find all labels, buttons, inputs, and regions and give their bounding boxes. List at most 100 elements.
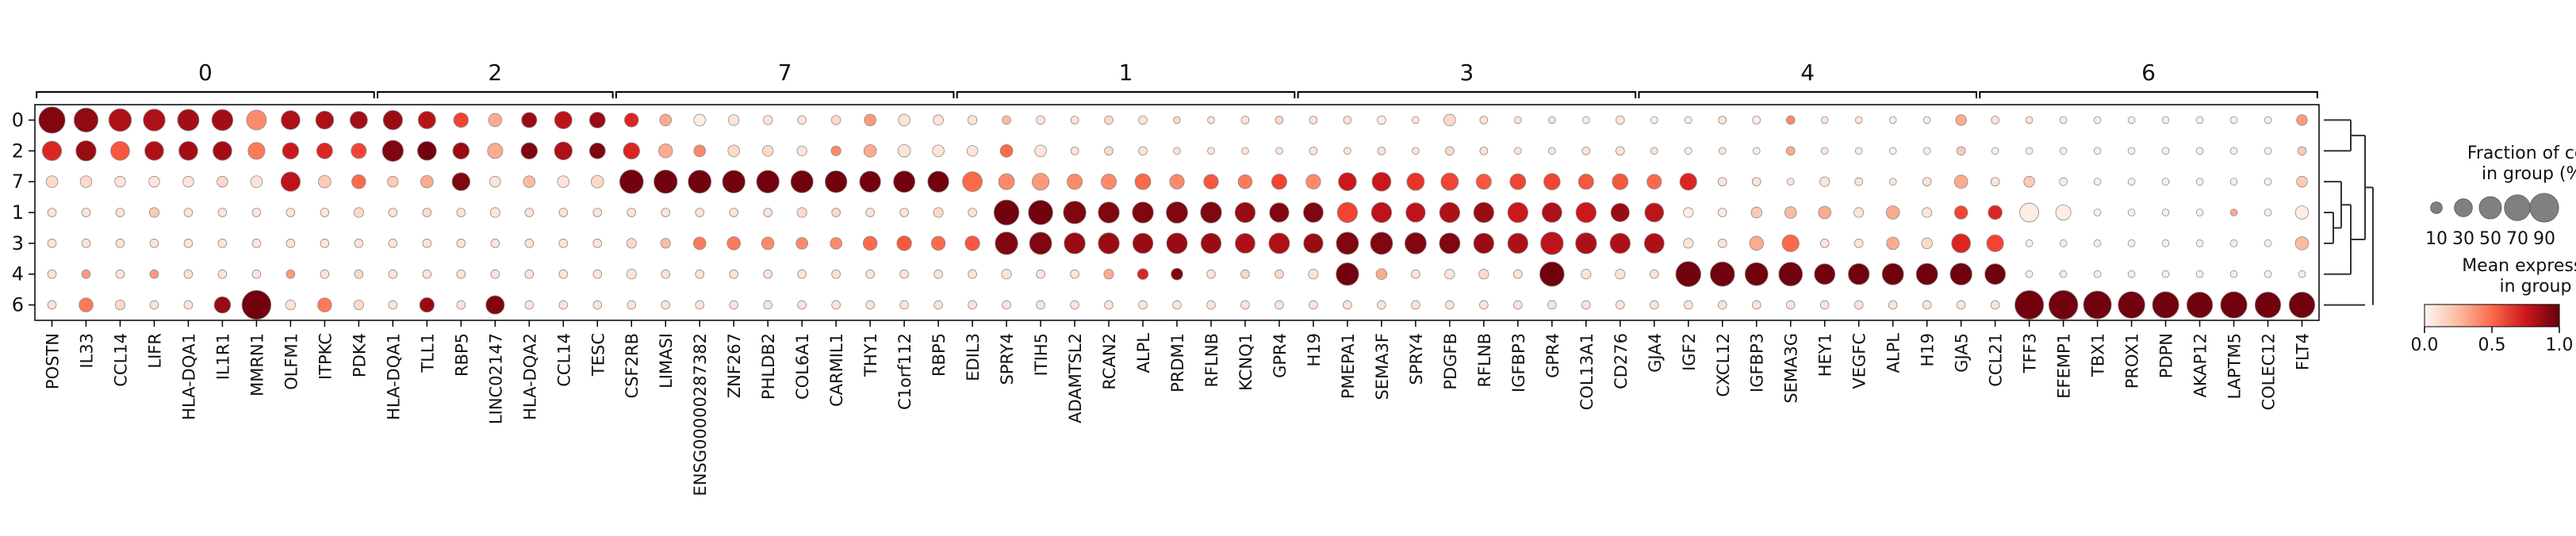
dot-1-FLT4: [2294, 205, 2310, 220]
dot-6-TFF3: [2014, 290, 2045, 320]
dot-4-GJA4: [1649, 269, 1659, 279]
dot-7-THY1: [859, 170, 881, 193]
dot-4-ADAMTSL2: [1070, 269, 1079, 279]
dot-3-PHLDB2: [761, 236, 775, 251]
dot-3-IL1R1: [217, 239, 228, 248]
dot-0-C1orf112: [898, 113, 910, 127]
dot-7-EDIL3: [962, 171, 983, 193]
dot-6-RBP5: [456, 300, 466, 310]
dot-3-PRDM1: [1166, 232, 1188, 255]
dot-1-HLA-DQA1: [388, 208, 398, 217]
dot-6-LIMASI: [661, 300, 671, 310]
gene-label-ADAMTSL2: ADAMTSL2: [1066, 333, 1085, 423]
gene-label-RFLNB: RFLNB: [1475, 333, 1494, 388]
gene-label-MMRN1: MMRN1: [247, 333, 266, 396]
dot-4-COL6A1: [797, 269, 807, 279]
dot-1-COL6A1: [796, 207, 807, 218]
dot-3-RBP5: [456, 239, 466, 248]
dot-7-LIFR: [148, 175, 160, 188]
dot-6-CCL14: [114, 300, 126, 311]
dot-3-LAPTM5: [2229, 239, 2238, 247]
gene-label-GPR4: GPR4: [1543, 333, 1562, 378]
dot-3-SPRY4: [995, 232, 1018, 255]
dot-0-KCNQ1: [1240, 116, 1250, 124]
dot-6-GJA5: [1956, 300, 1966, 310]
dot-6-CARMIL1: [831, 300, 841, 310]
dot-7-GJA5: [1953, 174, 1968, 189]
dot-6-PMEPA1: [1343, 300, 1352, 310]
dot-6-IL1R1: [213, 296, 232, 314]
gene-label-ALPL: ALPL: [1134, 333, 1153, 373]
dot-7-HLA-DQA2: [523, 175, 536, 188]
dot-6-EDIL3: [968, 300, 977, 310]
dot-6-RFLNB: [1479, 300, 1489, 310]
dot-6-GJA4: [1649, 300, 1659, 310]
dot-3-H19: [1303, 233, 1324, 254]
gene-label-SPRY4: SPRY4: [998, 333, 1017, 385]
dot-2-COL6A1: [796, 145, 807, 156]
dot-1-SPRY4: [1405, 202, 1426, 223]
dot-2-ITPKC: [316, 142, 333, 159]
dot-2-GJA4: [1650, 147, 1658, 155]
dot-0-RBP5: [933, 114, 945, 126]
row-label-1: 1: [12, 201, 24, 224]
dot-0-CD276: [1616, 115, 1625, 125]
dot-1-CCL14: [115, 208, 125, 217]
gene-label-TBX1: TBX1: [2089, 333, 2108, 377]
bracket-label-2: 2: [488, 59, 502, 86]
bracket-group-7: [615, 91, 955, 98]
dot-1-OLFM1: [286, 208, 296, 217]
dot-4-ITIH5: [1036, 269, 1045, 279]
dot-0-IL33: [73, 107, 99, 132]
colorbar: [2424, 304, 2560, 327]
dot-1-RFLNB: [1200, 201, 1222, 224]
dot-0-IGF2: [1684, 116, 1692, 124]
dot-0-RCAN2: [1104, 115, 1114, 125]
dot-7-COLEC12: [2264, 178, 2272, 186]
dot-2-THY1: [863, 144, 877, 158]
dot-2-PDGFB: [1445, 146, 1455, 156]
dot-6-ENSG00000287382: [695, 300, 705, 310]
size-legend-dot-50: [2478, 196, 2502, 220]
dot-2-LAPTM5: [2229, 147, 2238, 155]
dot-1-ALPL: [1132, 201, 1154, 224]
dot-1-C1orf112: [899, 208, 909, 217]
dot-3-TLL1: [422, 239, 432, 248]
gene-label-COLEC12: COLEC12: [2260, 333, 2279, 411]
size-legend-dot-30: [2454, 198, 2473, 217]
dot-6-KCNQ1: [1240, 300, 1250, 310]
dot-4-OLFM1: [286, 269, 296, 279]
dot-0-GJA5: [1955, 114, 1967, 126]
dot-7-CCL14: [557, 175, 570, 188]
dot-2-ADAMTSL2: [1070, 146, 1079, 155]
colorbar-tick-label-1.0: 1.0: [2546, 335, 2574, 355]
gene-label-CCL21: CCL21: [1987, 333, 2006, 387]
dot-3-KCNQ1: [1235, 232, 1255, 254]
dot-0-ZNF267: [727, 114, 740, 126]
dot-3-TFF3: [2025, 239, 2034, 247]
dot-4-GPR4: [1275, 269, 1284, 279]
dot-2-SEMA3F: [1377, 146, 1386, 155]
gene-label-CD276: CD276: [1612, 333, 1631, 389]
dot-7-GPR4: [1543, 173, 1561, 190]
dot-3-ENSG00000287382: [692, 236, 707, 251]
dot-6-HEY1: [1819, 300, 1830, 310]
dot-2-IGF2: [1684, 147, 1692, 155]
dot-2-AKAP12: [2195, 147, 2204, 155]
dot-7-CD276: [1612, 173, 1629, 190]
bracket-label-4: 4: [1800, 59, 1815, 86]
dot-7-TFF3: [2023, 175, 2035, 188]
dot-0-HLA-DQA1: [177, 109, 200, 132]
gene-label-HLA-DQA1: HLA-DQA1: [384, 333, 403, 420]
dot-3-ITPKC: [320, 239, 330, 248]
dot-4-ZNF267: [729, 269, 738, 279]
dot-6-FLT4: [2288, 291, 2316, 319]
dot-1-COL13A1: [1575, 201, 1597, 224]
dot-4-PMEPA1: [1336, 262, 1359, 286]
dot-7-COL6A1: [790, 170, 814, 193]
dot-0-EDIL3: [967, 115, 978, 125]
dot-1-PDGFB: [1439, 201, 1461, 224]
dot-0-RFLNB: [1479, 116, 1489, 124]
dot-6-PDK4: [353, 300, 364, 311]
dot-7-GJA4: [1646, 174, 1662, 190]
